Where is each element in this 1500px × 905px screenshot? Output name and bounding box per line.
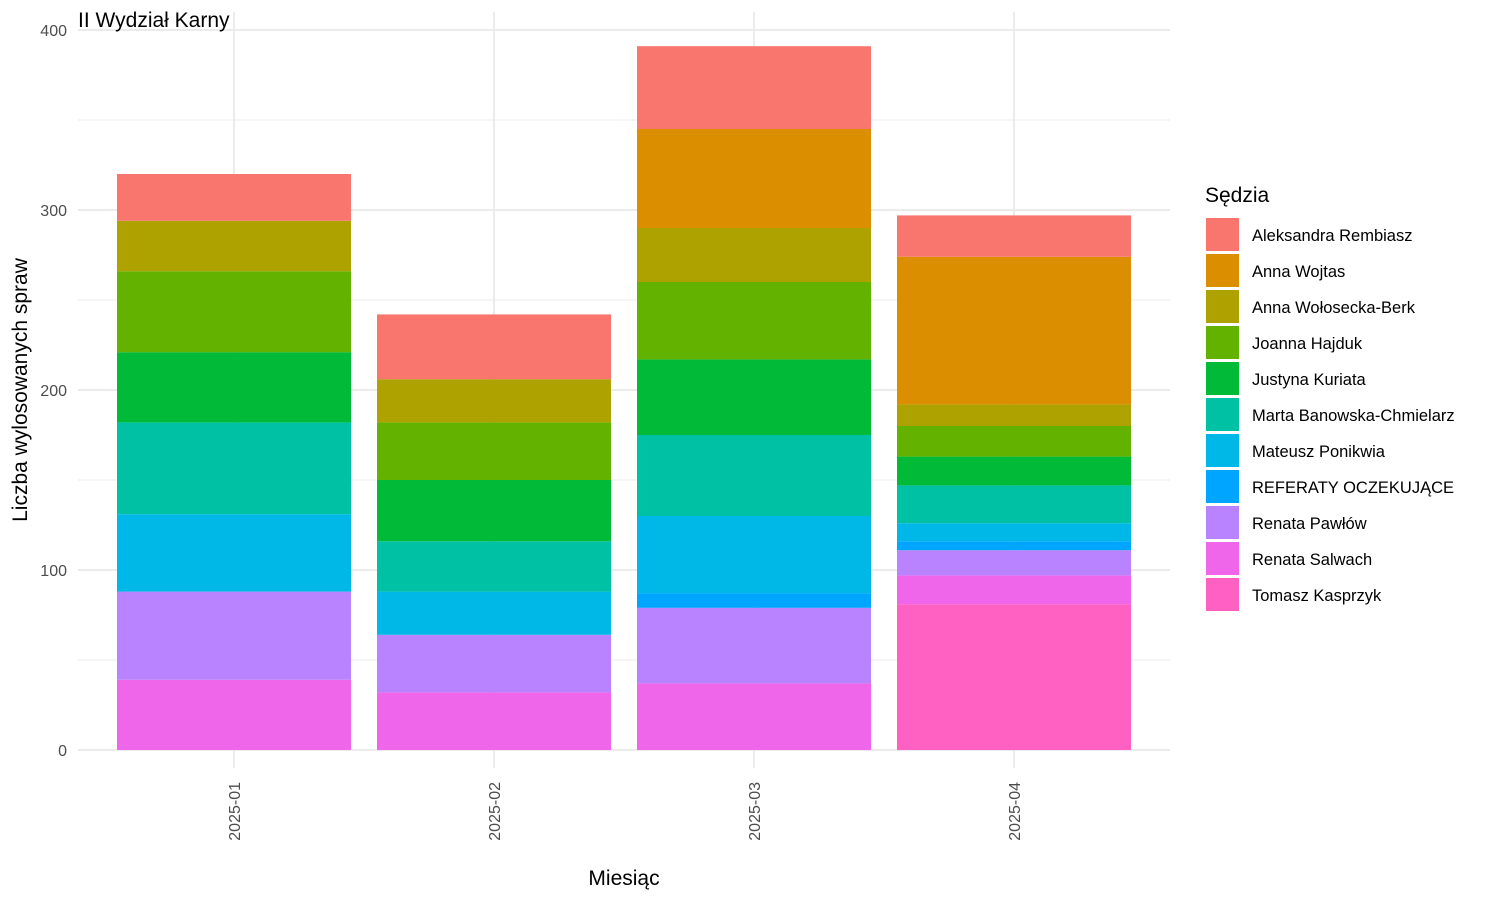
bar-segment [637,593,871,608]
bar-segment [637,228,871,282]
bar-segment [637,282,871,360]
bar-segment [117,514,351,592]
legend-label: Joanna Hajduk [1252,335,1363,353]
legend-label: Anna Wojtas [1252,263,1345,281]
legend-title: Sędzia [1205,184,1270,207]
bar-segment [117,591,351,680]
bar-segment [637,129,871,228]
legend-label: REFERATY OCZEKUJĄCE [1252,479,1454,497]
legend-swatch [1206,326,1239,359]
bar-segment [117,679,351,750]
bar-segment [377,379,611,423]
y-tick-label: 200 [40,383,67,400]
legend-swatch [1206,218,1239,251]
bar-segment [897,604,1131,750]
bar-segment [897,256,1131,405]
legend-label: Mateusz Ponikwia [1252,443,1386,461]
x-tick-label: 2025-01 [227,782,244,841]
legend-label: Tomasz Kasprzyk [1252,587,1382,605]
legend-swatch [1206,470,1239,503]
legend-swatch [1206,398,1239,431]
bar-segment [637,359,871,435]
bar-segment [377,541,611,592]
legend-swatch [1206,254,1239,287]
y-axis-title: Liczba wylosowanych spraw [9,257,32,522]
x-tick-label: 2025-02 [487,782,504,841]
legend-label: Renata Pawłów [1252,515,1367,533]
legend-swatch [1206,290,1239,323]
bars [117,46,1131,750]
bar-segment [117,220,351,272]
y-tick-label: 100 [40,563,67,580]
y-tick-label: 300 [40,203,67,220]
y-tick-label: 400 [40,23,67,40]
bar-segment [377,314,611,380]
legend-swatch [1206,362,1239,395]
bar-segment [897,575,1131,605]
y-tick-label: 0 [58,743,67,760]
bar-segment [897,550,1131,576]
x-tick-label: 2025-03 [747,782,764,841]
bar-segment [117,174,351,221]
bar-segment [897,541,1131,551]
y-axis-ticks: 0 100 200 300 400 [40,23,67,760]
bar-segment [897,426,1131,457]
legend-swatch [1206,542,1239,575]
bar-segment [637,683,871,750]
x-axis-title: Miesiąc [588,867,659,890]
legend-swatch [1206,578,1239,611]
bar-segment [377,634,611,693]
bar-segment [637,516,871,594]
legend-label: Marta Banowska-Chmielarz [1252,407,1455,425]
legend-label: Anna Wołosecka-Berk [1252,299,1416,317]
legend-label: Aleksandra Rembiasz [1252,227,1413,245]
chart-title: II Wydział Karny [78,9,230,32]
bar-segment [897,485,1131,524]
bar-segment [637,607,871,684]
bar-segment [897,523,1131,542]
legend-swatch [1206,506,1239,539]
bar-segment [377,692,611,750]
legend-label: Renata Salwach [1252,551,1372,569]
bar-segment [377,591,611,635]
bar-segment [117,422,351,515]
x-axis-ticks: 2025-01 2025-02 2025-03 2025-04 [227,782,1024,841]
legend-label: Justyna Kuriata [1252,371,1367,389]
legend: Sędzia Aleksandra Rembiasz Anna Wojtas Ann… [1205,184,1455,611]
bar-segment [377,480,611,542]
bar-segment [117,271,351,353]
x-tick-label: 2025-04 [1007,782,1024,841]
bar-segment [637,46,871,130]
bar-segment [637,435,871,516]
bar-segment [897,215,1131,257]
bar-segment [897,404,1131,426]
bar-segment [377,422,611,480]
legend-swatch [1206,434,1239,467]
bar-segment [897,456,1131,486]
bar-segment [117,352,351,423]
